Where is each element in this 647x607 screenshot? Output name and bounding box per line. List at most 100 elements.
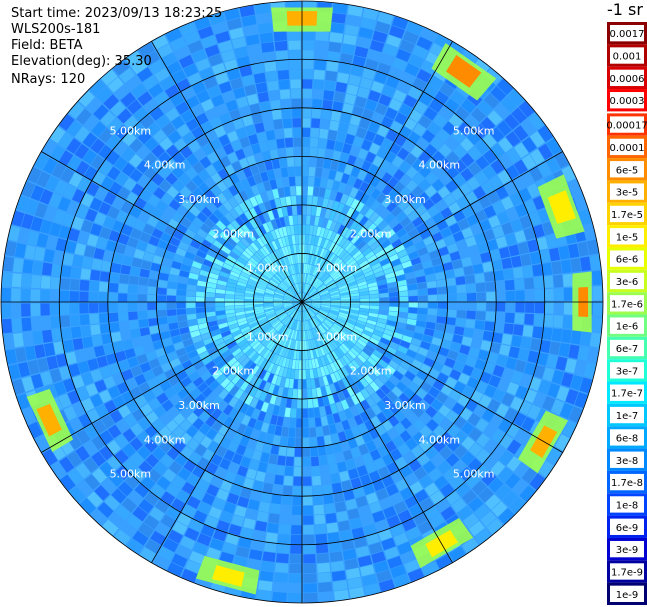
range-gate bbox=[268, 90, 280, 101]
range-gate bbox=[249, 397, 259, 408]
range-gate bbox=[368, 542, 383, 555]
range-gate bbox=[408, 295, 418, 302]
range-gate bbox=[333, 349, 342, 359]
range-gate bbox=[90, 155, 105, 170]
range-gate bbox=[263, 201, 272, 212]
range-gate bbox=[245, 221, 255, 232]
range-gate bbox=[435, 554, 453, 569]
range-gate bbox=[289, 554, 302, 564]
range-gate bbox=[295, 437, 302, 448]
range-gate bbox=[485, 311, 496, 322]
range-gate bbox=[72, 254, 84, 268]
range-gate bbox=[187, 40, 204, 54]
range-gate bbox=[167, 562, 184, 577]
colorbar-tick-label: 6e-5 bbox=[616, 165, 639, 176]
range-gate bbox=[149, 507, 165, 522]
range-gate bbox=[27, 359, 40, 375]
range-gate bbox=[134, 483, 150, 498]
range-gate bbox=[302, 437, 310, 448]
range-gate bbox=[59, 474, 76, 492]
range-gate bbox=[283, 303, 293, 305]
range-gate bbox=[473, 185, 486, 200]
range-gate bbox=[299, 350, 302, 360]
range-gate bbox=[227, 152, 239, 164]
range-gate bbox=[139, 231, 151, 243]
range-gate bbox=[402, 239, 414, 249]
range-gate bbox=[401, 260, 413, 269]
range-gate bbox=[330, 294, 340, 298]
range-gate bbox=[230, 219, 241, 230]
range-gate bbox=[292, 244, 297, 255]
range-gate bbox=[216, 235, 227, 245]
range-gate bbox=[303, 544, 316, 554]
range-gate bbox=[201, 239, 213, 249]
colorbar-unit-label: -1 sr bbox=[607, 0, 643, 19]
range-gate bbox=[359, 216, 369, 227]
range-gate bbox=[204, 189, 216, 201]
range-gate bbox=[151, 228, 164, 239]
range-gate bbox=[198, 169, 211, 182]
range-gate bbox=[281, 347, 287, 357]
range-gate bbox=[105, 353, 118, 365]
range-gate bbox=[156, 302, 167, 310]
range-gate bbox=[285, 338, 290, 348]
range-gate bbox=[332, 180, 341, 191]
range-label: 2.00km bbox=[350, 365, 392, 378]
range-gate bbox=[206, 428, 218, 440]
range-gate bbox=[323, 355, 330, 365]
range-gate bbox=[345, 275, 355, 283]
range-gate bbox=[302, 418, 309, 428]
range-gate bbox=[266, 286, 276, 292]
range-gate bbox=[393, 168, 405, 181]
range-gate bbox=[288, 288, 296, 296]
range-gate bbox=[309, 147, 318, 158]
range-gate bbox=[118, 283, 129, 293]
range-gate bbox=[567, 243, 580, 259]
range-gate bbox=[308, 320, 313, 330]
range-gate bbox=[347, 417, 358, 429]
range-gate bbox=[366, 492, 379, 505]
range-gate bbox=[324, 319, 333, 326]
range-gate bbox=[326, 219, 333, 230]
range-gate bbox=[377, 444, 390, 457]
range-gate bbox=[249, 321, 259, 329]
range-gate bbox=[355, 380, 365, 391]
range-gate bbox=[77, 480, 93, 497]
range-gate bbox=[288, 329, 293, 339]
range-gate bbox=[266, 312, 276, 318]
range-gate bbox=[177, 276, 188, 284]
range-gate bbox=[108, 302, 118, 313]
range-gate bbox=[422, 198, 435, 211]
range-gate bbox=[414, 269, 425, 278]
range-gate bbox=[160, 514, 176, 529]
range-gate bbox=[287, 592, 302, 603]
range-gate bbox=[425, 273, 436, 282]
range-gate bbox=[287, 348, 292, 359]
range-gate bbox=[259, 141, 269, 152]
range-gate bbox=[514, 313, 525, 325]
range-gate bbox=[253, 268, 263, 276]
range-gate bbox=[502, 490, 519, 507]
range-gate bbox=[415, 387, 428, 399]
range-gate bbox=[327, 51, 341, 63]
range-gate bbox=[358, 443, 369, 456]
range-gate bbox=[257, 357, 265, 367]
radial-line bbox=[41, 301, 303, 453]
range-gate bbox=[297, 311, 300, 321]
range-gate bbox=[132, 506, 148, 522]
range-gate bbox=[260, 561, 275, 572]
range-gate bbox=[359, 308, 369, 313]
range-gate bbox=[317, 347, 323, 357]
range-gate bbox=[139, 327, 151, 337]
range-gate bbox=[479, 371, 492, 384]
range-gate bbox=[213, 209, 224, 220]
range-gate bbox=[194, 340, 205, 350]
range-gate bbox=[378, 94, 392, 107]
range-gate bbox=[404, 222, 416, 233]
range-gate bbox=[36, 357, 49, 373]
range-gate bbox=[206, 462, 219, 475]
range-gate bbox=[299, 302, 302, 311]
range-gate bbox=[433, 113, 448, 128]
range-gate bbox=[159, 99, 175, 114]
range-gate bbox=[166, 309, 177, 317]
